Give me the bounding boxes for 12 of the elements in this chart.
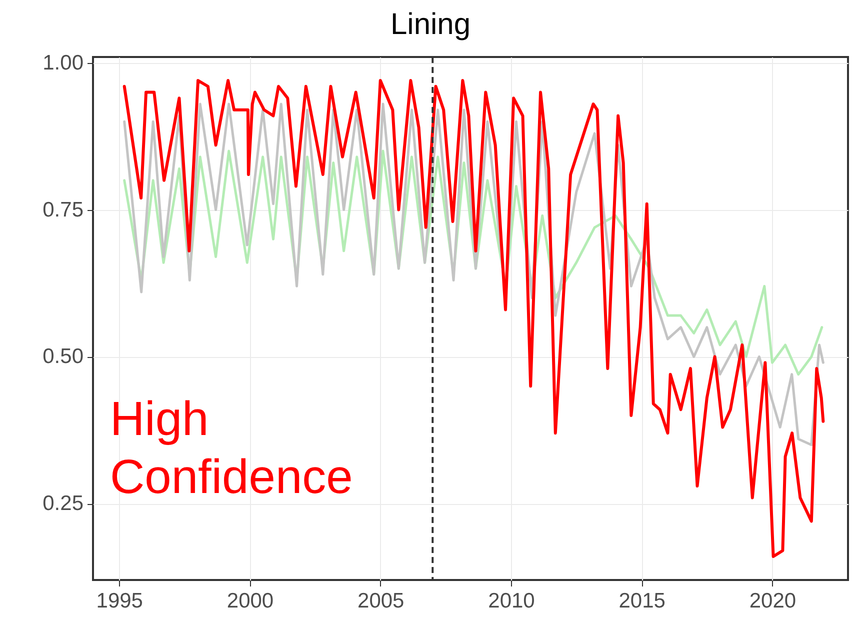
x-tick-label: 2000 (226, 590, 274, 612)
y-tick-label: 0.75 (42, 198, 84, 222)
x-tick-label: 2005 (358, 590, 404, 612)
x-tick-label: 2015 (618, 590, 666, 612)
x-tick-label: 2010 (488, 590, 535, 612)
annotation: High Confidence (110, 393, 353, 504)
y-tick-label: 1.00 (42, 51, 84, 74)
y-tick-label: 0.25 (42, 492, 84, 516)
x-tick-label: 1995 (96, 590, 143, 612)
chart-title: Lining (390, 8, 471, 41)
x-tick-label: 2020 (749, 590, 796, 612)
y-tick-label: 0.50 (42, 345, 84, 368)
